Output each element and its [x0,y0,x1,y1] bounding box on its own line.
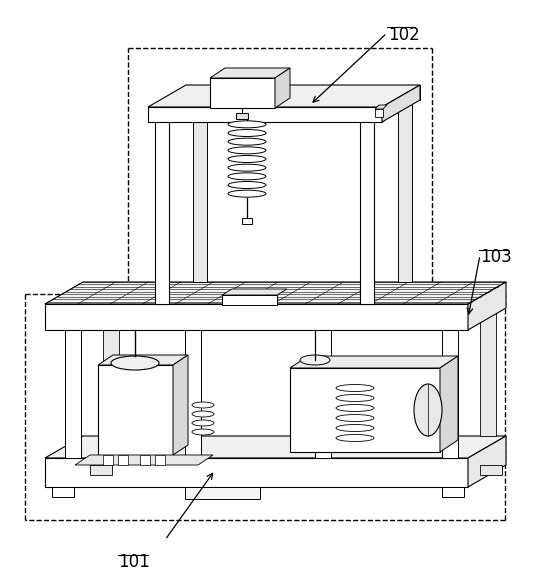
Ellipse shape [336,394,374,401]
Polygon shape [185,330,201,458]
Ellipse shape [228,173,266,180]
Polygon shape [45,458,468,487]
Polygon shape [222,295,277,305]
Ellipse shape [228,181,266,188]
Polygon shape [398,85,412,282]
Polygon shape [382,85,420,122]
Bar [242,218,252,224]
Polygon shape [103,308,119,436]
Polygon shape [442,330,458,458]
Ellipse shape [192,420,214,426]
Polygon shape [375,105,387,109]
Polygon shape [442,487,464,497]
Polygon shape [210,68,290,78]
Bar [118,455,128,465]
Ellipse shape [192,429,214,435]
Polygon shape [315,324,341,330]
Ellipse shape [192,402,214,408]
Ellipse shape [228,121,266,128]
Ellipse shape [336,425,374,432]
Polygon shape [148,107,382,122]
Ellipse shape [228,130,266,137]
Polygon shape [290,368,440,452]
Polygon shape [148,85,420,107]
Polygon shape [360,107,374,304]
Bar [236,113,248,119]
Polygon shape [173,355,188,455]
Text: 101: 101 [118,553,150,571]
Ellipse shape [336,404,374,411]
Polygon shape [360,102,382,107]
Bar [155,455,165,465]
Polygon shape [90,465,112,475]
Ellipse shape [228,164,266,171]
Polygon shape [315,330,331,458]
Ellipse shape [336,414,374,421]
Polygon shape [98,365,173,455]
Polygon shape [440,356,458,452]
Polygon shape [185,324,211,330]
Polygon shape [155,102,177,107]
Polygon shape [193,85,207,282]
Polygon shape [98,355,188,365]
Polygon shape [480,308,496,436]
Polygon shape [65,324,91,330]
Polygon shape [155,107,169,304]
Polygon shape [442,324,468,330]
Polygon shape [222,289,287,295]
Polygon shape [210,78,275,108]
Ellipse shape [228,156,266,163]
Ellipse shape [300,355,330,365]
Ellipse shape [192,411,214,417]
Ellipse shape [336,435,374,442]
Bar [375,109,383,117]
Polygon shape [186,85,420,100]
Bar [103,455,113,465]
Polygon shape [468,436,506,487]
Ellipse shape [336,385,374,392]
Polygon shape [75,455,213,465]
Ellipse shape [111,356,159,370]
Ellipse shape [228,147,266,154]
Polygon shape [185,487,260,499]
Ellipse shape [228,190,266,197]
Polygon shape [468,282,506,330]
Polygon shape [45,282,506,304]
Ellipse shape [414,384,442,436]
Polygon shape [290,356,458,368]
Ellipse shape [228,138,266,145]
Polygon shape [65,330,81,458]
Polygon shape [480,465,502,475]
Bar [140,455,150,465]
Polygon shape [52,487,74,497]
Polygon shape [275,68,290,108]
Polygon shape [45,436,506,458]
Text: 103: 103 [480,248,512,266]
Polygon shape [45,304,468,330]
Text: 102: 102 [388,26,420,44]
